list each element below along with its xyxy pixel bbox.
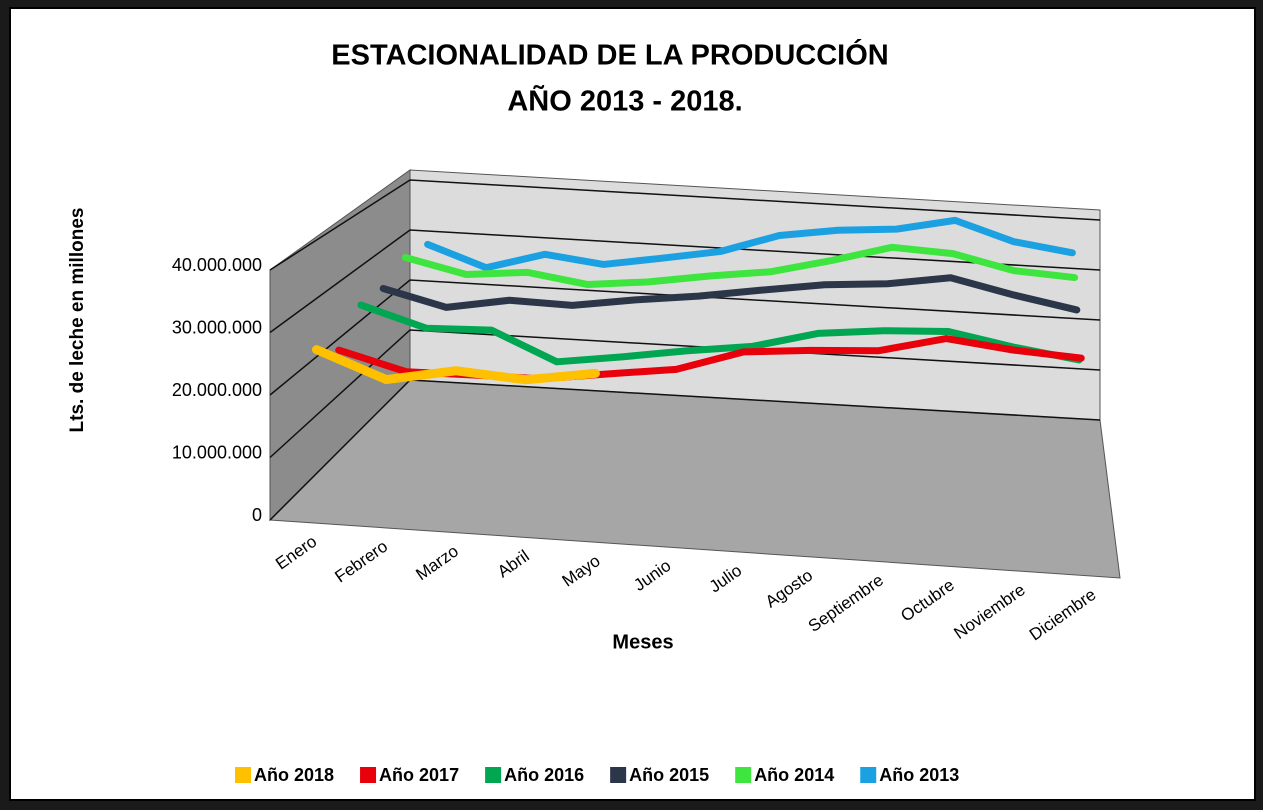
series-line (401, 243, 1079, 289)
legend-swatch (485, 767, 502, 783)
legend-label: Año 2013 (879, 765, 959, 785)
y-tick-label: 40.000.000 (172, 255, 262, 275)
y-tick-label: 10.000.000 (172, 442, 262, 462)
legend-label: Año 2017 (379, 765, 459, 785)
series-line (424, 216, 1076, 272)
legend-label: Año 2015 (629, 765, 709, 785)
legend-label: Año 2018 (254, 765, 334, 785)
legend-swatch (860, 767, 877, 783)
grid-line (269, 279, 1101, 396)
chart-subtitle: AÑO 2013 - 2018. (507, 84, 742, 118)
y-tick-label: 0 (252, 505, 262, 525)
legend-swatch (235, 767, 251, 783)
y-tick-label: 30.000.000 (172, 317, 262, 337)
y-tick-label: 20.000.000 (172, 380, 262, 400)
x-axis-label: Meses (612, 631, 673, 653)
series-line (379, 274, 1081, 314)
series-line (312, 345, 600, 385)
legend-label: Año 2016 (504, 765, 584, 785)
legend-swatch (735, 767, 752, 783)
chart-title: ESTACIONALIDAD DE LA PRODUCCIÓN (331, 38, 888, 72)
grid-line (269, 229, 1101, 334)
grid-line (269, 329, 1101, 459)
y-axis-label: Lts. de leche en millones (67, 208, 88, 433)
series-line (357, 301, 1083, 366)
grid-line (269, 179, 1101, 271)
legend-swatch (610, 767, 627, 783)
legend-swatch (360, 767, 377, 783)
legend-label: Año 2014 (754, 765, 834, 785)
